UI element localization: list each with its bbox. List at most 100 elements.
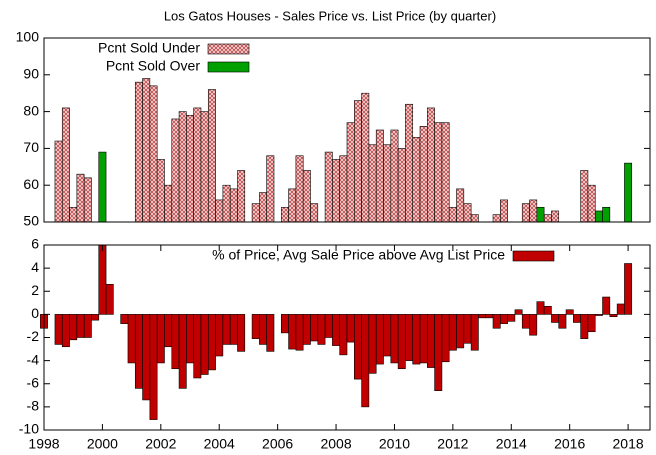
bar	[266, 155, 275, 223]
bar	[448, 206, 457, 223]
bar	[419, 314, 428, 364]
bar	[237, 170, 246, 223]
bar	[69, 314, 78, 341]
bar	[98, 244, 107, 315]
bar	[361, 314, 370, 408]
bar	[441, 122, 450, 223]
legend-label: % of Price, Avg Sale Price above Avg Lis…	[212, 247, 505, 263]
bar	[288, 314, 297, 350]
y-tick-label: 0	[31, 305, 39, 321]
y-tick-label: 50	[23, 213, 39, 229]
bar	[156, 314, 165, 364]
bar	[193, 314, 202, 379]
bar	[551, 314, 560, 323]
bar	[412, 137, 421, 223]
bar	[565, 309, 574, 315]
chart-title: Los Gatos Houses - Sales Price vs. List …	[164, 8, 496, 23]
bar	[368, 144, 377, 223]
bar	[536, 206, 545, 223]
bar	[251, 314, 260, 339]
bar	[120, 314, 129, 324]
bar	[412, 314, 421, 365]
bar	[229, 314, 238, 345]
bar	[441, 314, 450, 363]
x-tick-label: 2008	[320, 436, 351, 452]
bar	[134, 314, 143, 389]
bar	[375, 129, 384, 223]
bar	[346, 122, 355, 223]
bar	[142, 314, 151, 401]
bar	[427, 314, 435, 368]
bar	[397, 314, 406, 370]
bar	[463, 203, 472, 223]
bar	[383, 144, 392, 223]
bar	[171, 314, 180, 370]
bar	[448, 314, 457, 351]
bar	[164, 184, 173, 223]
y-tick-label: 90	[23, 66, 39, 82]
bar	[83, 314, 92, 338]
bar	[76, 173, 85, 223]
bar	[200, 314, 209, 375]
bar	[529, 314, 538, 336]
x-tick-label: 2006	[262, 436, 293, 452]
bar	[295, 314, 304, 351]
bar	[149, 314, 158, 420]
bar	[354, 100, 362, 223]
bar	[69, 206, 78, 223]
bar	[580, 314, 589, 339]
y-tick-label: -6	[27, 374, 40, 390]
bar	[456, 188, 465, 223]
y-tick-label: 2	[31, 282, 39, 298]
bar	[543, 214, 552, 223]
y-tick-label: 4	[31, 259, 39, 275]
bar	[127, 314, 136, 364]
bar	[98, 151, 107, 223]
bar	[186, 114, 194, 223]
x-tick-label: 2000	[87, 436, 118, 452]
bar	[624, 162, 633, 223]
bar	[215, 199, 224, 223]
y-tick-label: 6	[31, 236, 39, 252]
bar	[368, 314, 377, 374]
bar	[558, 314, 567, 329]
bar	[594, 210, 603, 223]
bar	[229, 188, 238, 223]
bar	[354, 314, 362, 380]
bar	[405, 103, 414, 223]
y-tick-label: 100	[16, 29, 40, 45]
bar	[266, 314, 275, 352]
bar	[178, 314, 187, 389]
bar	[280, 206, 289, 223]
plot-frame	[43, 37, 651, 223]
bar	[156, 159, 165, 223]
bar	[237, 314, 246, 352]
bar	[375, 314, 384, 365]
bar	[280, 314, 289, 334]
bar	[91, 314, 100, 321]
bar	[602, 296, 611, 315]
bar	[543, 305, 552, 315]
bar	[470, 314, 479, 351]
bar	[310, 314, 319, 342]
bar	[500, 314, 508, 324]
bar	[200, 111, 209, 223]
bar	[259, 314, 267, 345]
bar	[397, 148, 406, 223]
bar	[434, 314, 443, 391]
bar	[507, 314, 516, 322]
bar	[551, 210, 560, 223]
bar	[339, 314, 348, 356]
legend-swatch	[207, 61, 250, 73]
x-tick-label: 2004	[204, 436, 235, 452]
bar	[492, 214, 501, 223]
bar	[251, 203, 260, 223]
bar	[83, 177, 92, 223]
bar	[500, 199, 508, 223]
bar	[419, 126, 428, 223]
bar	[624, 263, 633, 315]
legend-swatch	[512, 250, 555, 262]
bar	[302, 314, 311, 345]
bar	[339, 155, 348, 223]
x-tick-label: 2012	[437, 436, 468, 452]
